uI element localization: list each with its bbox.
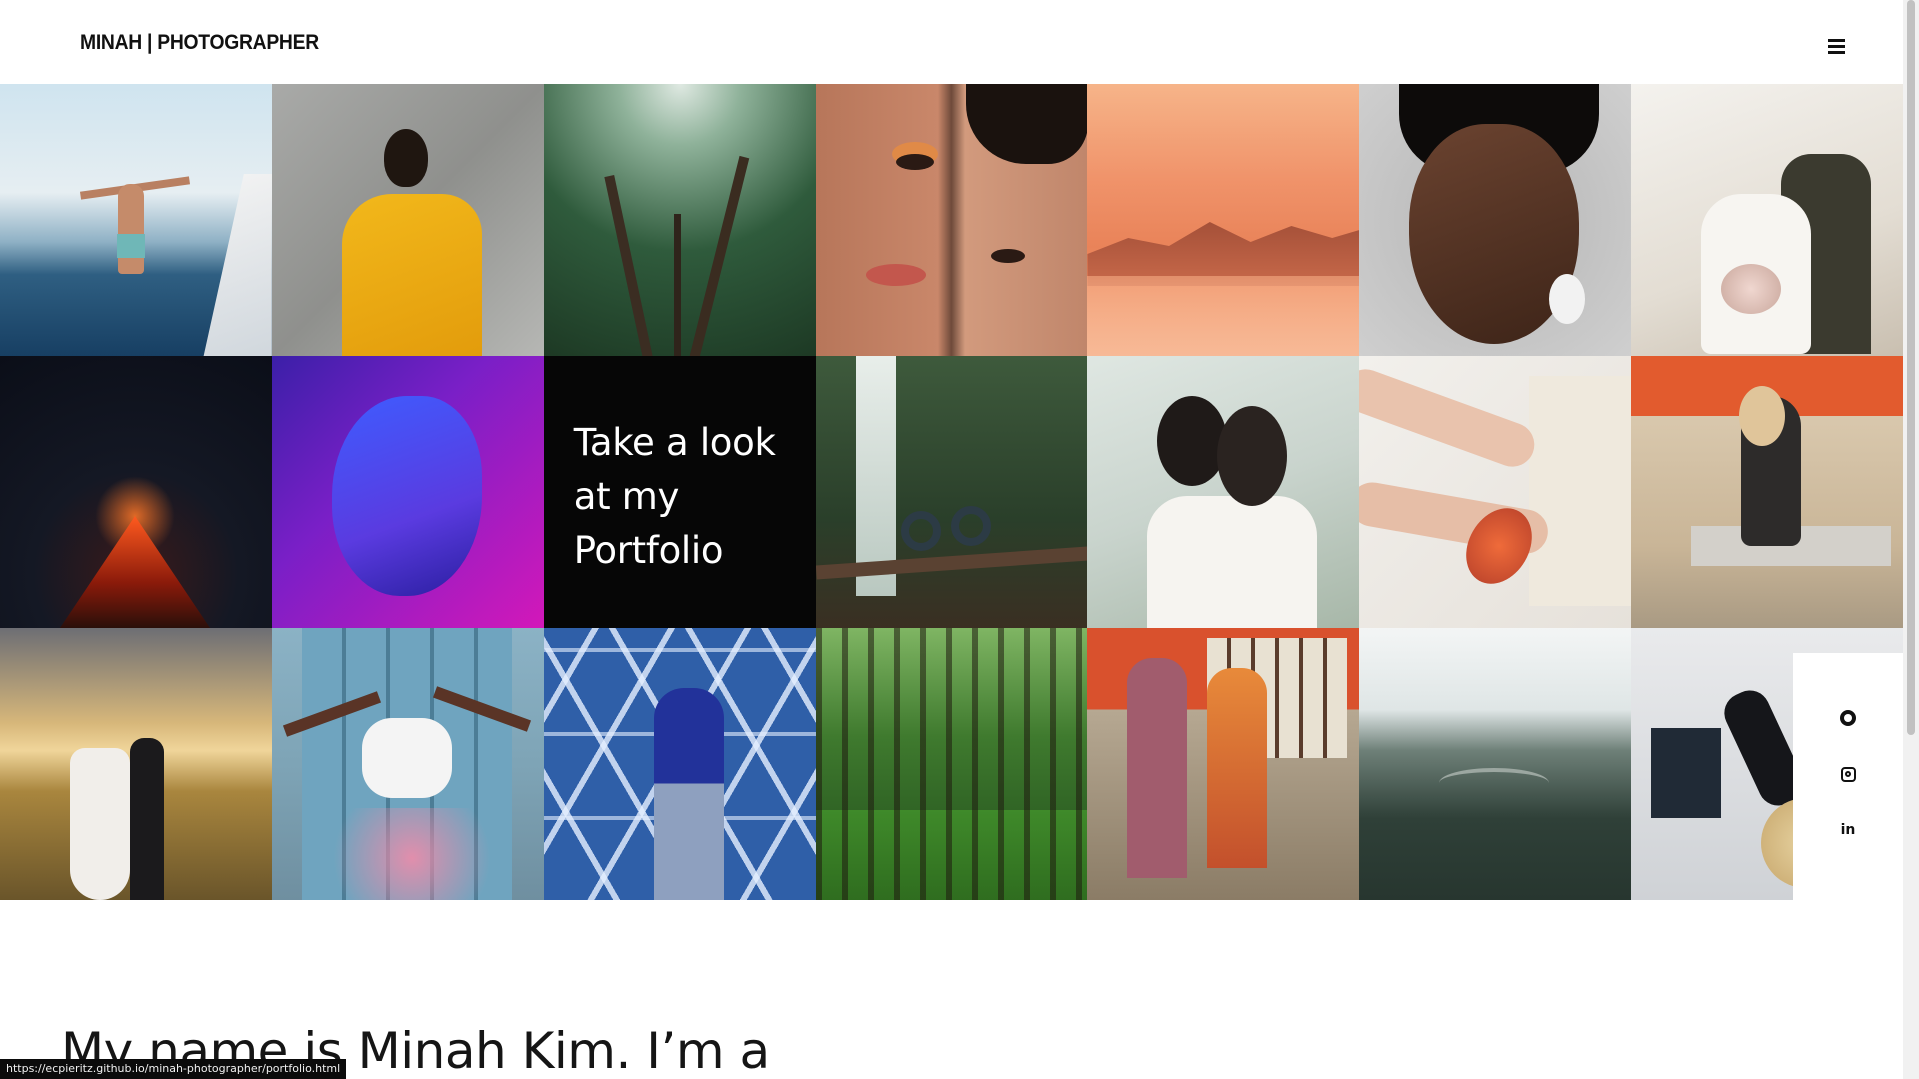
bouquet — [1721, 264, 1782, 314]
figure-hair — [965, 84, 1088, 164]
gallery-photo-neon-profile[interactable] — [271, 356, 544, 628]
figure-lips — [865, 264, 926, 286]
gallery-photo-blue-wall[interactable] — [543, 628, 816, 900]
figure-face — [331, 396, 482, 596]
photo-gallery: Take a look at my Portfolio — [0, 84, 1903, 900]
menu-bar — [1828, 39, 1845, 42]
inner-tube — [900, 511, 941, 551]
linkedin-icon[interactable]: in — [1840, 822, 1856, 838]
waterfall — [855, 356, 896, 596]
figure-man — [1127, 658, 1188, 878]
gallery-photo-bench-fashion[interactable] — [1631, 356, 1903, 628]
github-mark — [1840, 710, 1856, 726]
arch-bridge — [1439, 768, 1550, 798]
tree-trunk — [604, 175, 654, 356]
sweater — [1529, 376, 1632, 606]
figure-hair — [1217, 406, 1288, 506]
gallery-photo-veil-portrait[interactable] — [1359, 84, 1632, 356]
gallery-photo-volcano[interactable] — [0, 356, 272, 628]
status-bar-url: https://ecpieritz.github.io/minah-photog… — [0, 1059, 347, 1079]
gallery-photo-brides-kiss[interactable] — [1087, 356, 1360, 628]
instagram-mark — [1840, 766, 1856, 782]
gallery-photo-wedding-field[interactable] — [0, 628, 272, 900]
figure-leg — [1359, 363, 1541, 473]
gallery-photo-forest-canopy[interactable] — [543, 84, 816, 356]
fog — [1087, 276, 1360, 356]
tree-trunk — [673, 214, 681, 356]
menu-bar — [1828, 51, 1845, 54]
gallery-photo-two-faces[interactable] — [815, 84, 1088, 356]
figure-shorts — [117, 234, 145, 258]
menu-bar — [1828, 45, 1845, 48]
figure-hair — [1157, 396, 1228, 486]
gallery-photo-yellow-jacket[interactable] — [271, 84, 544, 356]
site-header: MINAH | PHOTOGRAPHER — [0, 0, 1903, 84]
gallery-photo-green-forest[interactable] — [815, 628, 1088, 900]
page-scrollbar[interactable] — [1903, 0, 1919, 1079]
tv-screen — [1651, 728, 1722, 818]
figure-coat — [341, 194, 482, 356]
figure-hair — [1739, 386, 1786, 446]
gallery-photo-sailboat[interactable] — [0, 84, 272, 356]
gallery-photo-fruit-plate[interactable] — [1359, 356, 1632, 628]
gallery-photo-misty-sunset[interactable] — [1087, 84, 1360, 356]
gallery-photo-street-couple[interactable] — [1087, 628, 1360, 900]
figure-eye — [895, 154, 934, 170]
figure-earring — [1549, 274, 1586, 324]
volcano-shape — [60, 516, 210, 628]
inner-tube — [950, 506, 991, 546]
figure-bride — [70, 748, 130, 900]
tree-trunks — [815, 628, 1088, 900]
tree-trunk — [688, 155, 749, 356]
figure-man — [118, 184, 144, 274]
tree-ridge — [1087, 222, 1360, 286]
figure-dress — [1147, 496, 1318, 628]
gallery-photo-wedding-stairs[interactable] — [1631, 84, 1903, 356]
gallery-photo-waterfall[interactable] — [815, 356, 1088, 628]
figure-woman — [1207, 668, 1268, 868]
gallery-photo-foggy-bridge[interactable] — [1359, 628, 1632, 900]
figure-man — [653, 688, 724, 900]
social-links-panel: in — [1793, 653, 1903, 900]
scrollbar-thumb[interactable] — [1907, 0, 1915, 735]
github-icon[interactable] — [1837, 707, 1859, 729]
portfolio-cta-text[interactable]: Take a look at my Portfolio — [573, 421, 776, 572]
pink-smoke — [311, 808, 512, 900]
portfolio-cta-tile[interactable]: Take a look at my Portfolio — [543, 356, 816, 628]
instagram-icon[interactable] — [1837, 763, 1859, 785]
figure-body — [361, 718, 452, 798]
site-logo[interactable]: MINAH | PHOTOGRAPHER — [80, 31, 319, 54]
figure-groom — [130, 738, 164, 900]
boat-deck — [201, 174, 272, 356]
figure-eye — [990, 249, 1025, 263]
figure-head — [383, 129, 428, 187]
hamburger-menu-icon[interactable] — [1826, 36, 1848, 56]
gallery-photo-jump-smoke[interactable] — [271, 628, 544, 900]
